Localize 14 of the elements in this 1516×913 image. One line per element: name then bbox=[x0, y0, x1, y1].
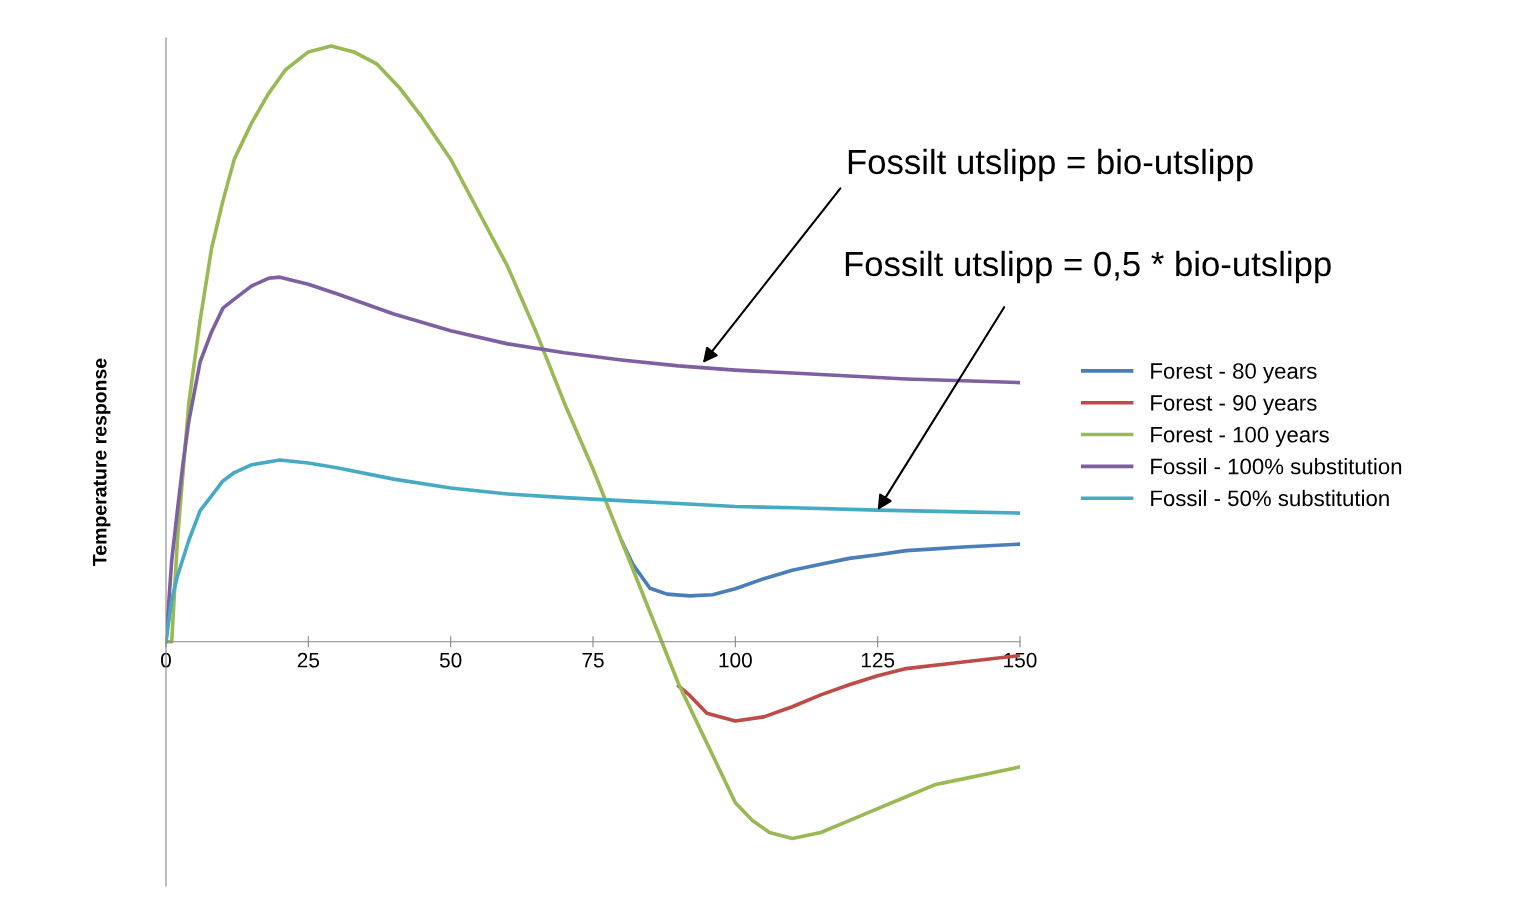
y-axis-title: Temperature response bbox=[93, 358, 111, 566]
x-tick-label: 125 bbox=[861, 652, 895, 668]
legend-label: Forest - 100 years bbox=[1151, 426, 1329, 447]
x-tick-label: 100 bbox=[719, 652, 752, 668]
legend-label: Forest - 80 years bbox=[1151, 363, 1317, 384]
annotation: Fossilt utslipp = 0,5 * bio-utslipp bbox=[845, 250, 1331, 284]
x-tick-label: 75 bbox=[582, 652, 604, 668]
x-tick-label: 0 bbox=[161, 652, 171, 668]
legend-label: Fossil - 100% substitution bbox=[1151, 458, 1402, 475]
x-tick-label: 50 bbox=[439, 652, 462, 668]
x-tick-label: 25 bbox=[297, 652, 320, 668]
legend-label: Fossil - 50% substitution bbox=[1151, 489, 1389, 507]
legend-label: Forest - 90 years bbox=[1151, 394, 1317, 416]
annotation: Fossilt utslipp = bio-utslipp bbox=[848, 148, 1253, 182]
